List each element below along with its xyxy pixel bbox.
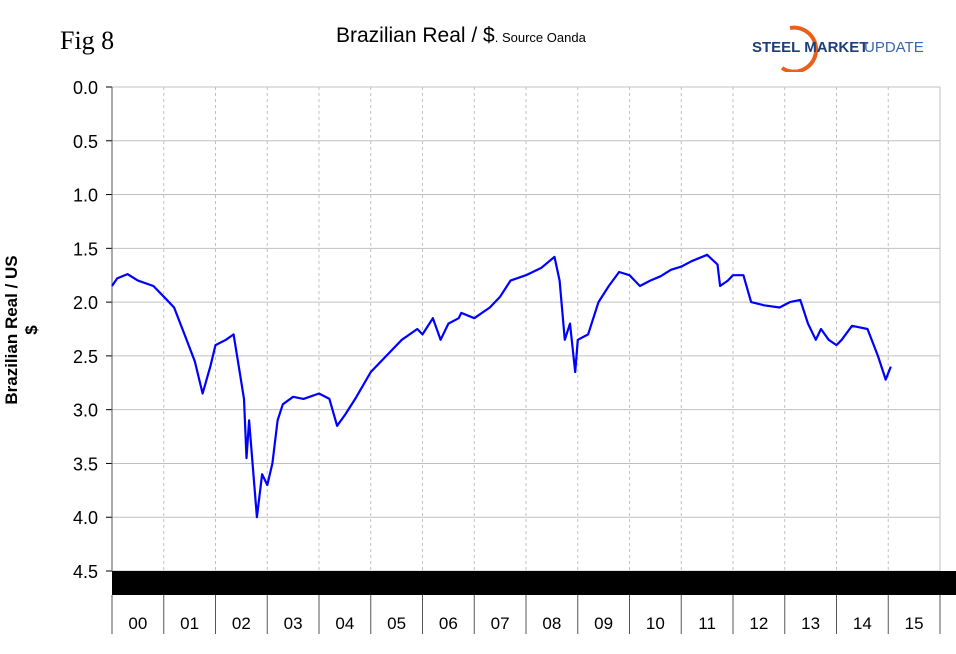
- x-tick-label: 05: [387, 614, 406, 633]
- subtitle-text: . Source Oanda: [494, 30, 586, 45]
- y-tick-label: 3.0: [73, 401, 98, 421]
- x-tick-label: 12: [749, 614, 768, 633]
- x-tick-label: 10: [646, 614, 665, 633]
- figure-label: Fig 8: [60, 26, 115, 55]
- x-tick-label: 03: [284, 614, 303, 633]
- x-tick-label: 04: [335, 614, 354, 633]
- x-tick-label: 06: [439, 614, 458, 633]
- x-tick-label: 11: [698, 614, 716, 633]
- x-tick-label: 02: [232, 614, 251, 633]
- y-tick-label: 1.5: [73, 239, 98, 259]
- x-tick-label: 14: [853, 614, 872, 633]
- series-line: [111, 253, 892, 519]
- chart-title: Brazilian Real / $. Source Oanda: [336, 24, 586, 48]
- x-axis-bar: [112, 571, 956, 595]
- svg-text:UPDATE: UPDATE: [864, 39, 924, 56]
- title-text: Brazilian Real / $: [336, 24, 495, 47]
- steel-market-update-logo: STEEL MARKET UPDATE: [752, 22, 942, 74]
- y-tick-label: 2.5: [73, 347, 98, 367]
- svg-text:STEEL MARKET: STEEL MARKET: [752, 39, 868, 56]
- x-tick-label: 01: [180, 614, 199, 633]
- y-tick-label: 3.5: [73, 454, 98, 474]
- x-tick-label: 13: [801, 614, 820, 633]
- y-tick-label: 2.0: [73, 293, 98, 313]
- y-tick-label: 4.5: [73, 562, 98, 582]
- logo-swoosh-icon: STEEL MARKET UPDATE: [752, 25, 924, 74]
- x-tick-label: 09: [594, 614, 613, 633]
- x-tick-label: 15: [905, 614, 924, 633]
- x-tick-label: 07: [491, 614, 510, 633]
- y-tick-label: 0.0: [73, 78, 98, 98]
- x-tick-label: 08: [542, 614, 561, 633]
- y-tick-label: 4.0: [73, 508, 98, 528]
- x-tick-label: 00: [128, 614, 147, 633]
- y-tick-label: 0.5: [73, 132, 98, 152]
- y-tick-label: 1.0: [73, 186, 98, 206]
